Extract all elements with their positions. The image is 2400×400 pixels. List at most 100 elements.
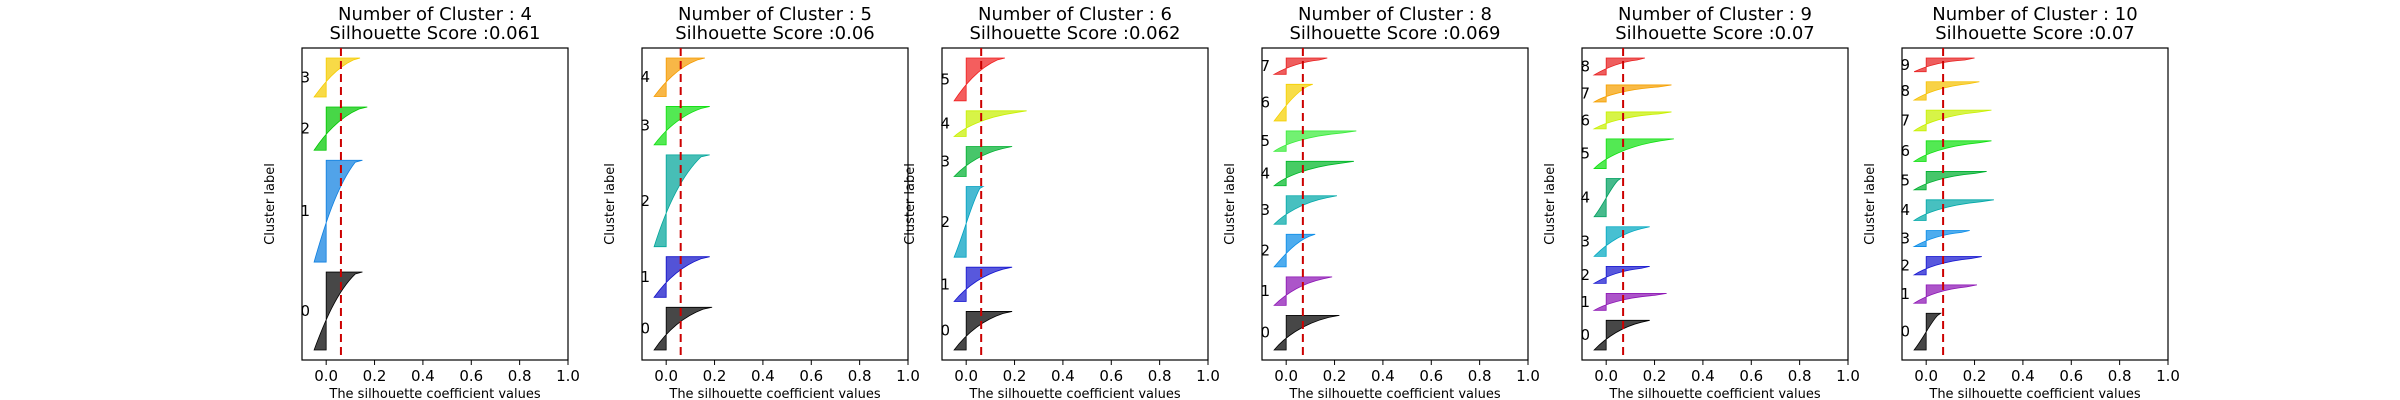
x-tick-label: 0.8 (1788, 367, 1812, 385)
cluster-label: 3 (1901, 230, 1911, 248)
axes-frame (1581, 47, 1849, 361)
cluster-label: 3 (641, 117, 651, 135)
axes-frame (1261, 47, 1529, 361)
cluster-label: 0 (301, 302, 311, 320)
cluster-label: 7 (1901, 111, 1911, 129)
silhouette-band (1592, 266, 1650, 284)
silhouette-band (653, 106, 710, 146)
x-tick-label: 0.8 (508, 367, 532, 385)
y-axis-label: Cluster label (903, 163, 918, 245)
x-tick-label: 0.2 (1963, 367, 1987, 385)
cluster-label: 3 (301, 68, 311, 86)
silhouette-band (1592, 111, 1672, 130)
silhouette-band (953, 57, 1005, 102)
chart-title-line1: Number of Cluster : 6 (978, 4, 1172, 25)
x-tick-label: 0.2 (703, 367, 727, 385)
chart-title-line1: Number of Cluster : 8 (1298, 4, 1492, 25)
x-tick-label: 0.4 (2011, 367, 2035, 385)
cluster-label: 0 (641, 320, 651, 338)
cluster-label: 1 (301, 202, 311, 220)
silhouette-band (1273, 314, 1340, 351)
cluster-label: 4 (1261, 165, 1271, 183)
cluster-label: 6 (1261, 94, 1271, 112)
cluster-label: 1 (1581, 293, 1591, 311)
silhouette-band (1592, 84, 1672, 103)
cluster-label: 8 (1581, 57, 1591, 75)
chart-title-line1: Number of Cluster : 10 (1932, 4, 2137, 25)
y-axis-label: Cluster label (263, 163, 278, 245)
cluster-label: 4 (641, 68, 651, 86)
x-tick-label: 0.4 (1691, 367, 1715, 385)
silhouette-band (1912, 199, 1994, 221)
x-axis-label: The silhouette coefficient values (968, 387, 1180, 400)
silhouette-band (953, 266, 1013, 302)
x-tick-label: 1.0 (556, 367, 580, 385)
silhouette-band (313, 271, 363, 351)
cluster-label: 4 (1901, 201, 1911, 219)
silhouette-band (1272, 160, 1354, 187)
silhouette-band (1593, 138, 1674, 169)
silhouette-band (1272, 57, 1328, 75)
silhouette-band (313, 106, 368, 151)
y-axis-label: Cluster label (603, 163, 618, 245)
silhouette-band (1272, 130, 1357, 152)
axes-frame (941, 47, 1209, 361)
x-tick-label: 0.4 (1371, 367, 1395, 385)
silhouette-band (1912, 109, 1992, 132)
cluster-label: 5 (941, 70, 951, 88)
x-axis-label: The silhouette coefficient values (668, 387, 880, 400)
cluster-label: 0 (1581, 326, 1591, 344)
cluster-label: 6 (1581, 111, 1591, 129)
silhouette-band (1912, 230, 1970, 247)
silhouette-band (1912, 81, 1980, 101)
cluster-label: 0 (1901, 323, 1911, 341)
x-tick-label: 1.0 (1196, 367, 1220, 385)
cluster-label: 2 (1261, 242, 1271, 260)
chart-title-line1: Number of Cluster : 5 (678, 4, 872, 25)
x-tick-label: 0.6 (1419, 367, 1443, 385)
cluster-label: 2 (941, 213, 951, 231)
x-tick-label: 0.2 (1643, 367, 1667, 385)
cluster-label: 2 (301, 120, 311, 138)
x-tick-label: 0.6 (1739, 367, 1763, 385)
x-tick-label: 0.6 (459, 367, 483, 385)
silhouette-band (1273, 276, 1333, 306)
x-tick-label: 0.6 (799, 367, 823, 385)
cluster-label: 2 (641, 192, 651, 210)
chart-title-line1: Number of Cluster : 4 (338, 4, 532, 25)
chart-title-line2: Silhouette Score :0.07 (1935, 23, 2135, 44)
cluster-label: 3 (1261, 201, 1271, 219)
cluster-label: 6 (1901, 142, 1911, 160)
cluster-label: 9 (1901, 56, 1911, 74)
silhouette-band (653, 154, 710, 248)
x-tick-label: 0.4 (751, 367, 775, 385)
cluster-label: 2 (1901, 257, 1911, 275)
cluster-label: 4 (1581, 189, 1591, 207)
silhouette-band (1273, 83, 1313, 122)
cluster-label: 1 (1901, 285, 1911, 303)
x-tick-label: 0.6 (1099, 367, 1123, 385)
cluster-label: 3 (941, 153, 951, 171)
x-tick-label: 1.0 (1836, 367, 1860, 385)
cluster-label: 3 (1581, 233, 1591, 251)
y-axis-label: Cluster label (1863, 163, 1878, 245)
chart-title-line2: Silhouette Score :0.07 (1615, 23, 1815, 44)
silhouette-band (953, 110, 1027, 137)
x-tick-label: 0.2 (363, 367, 387, 385)
cluster-label: 5 (1901, 172, 1911, 190)
silhouette-band (653, 57, 705, 97)
cluster-label: 8 (1901, 82, 1911, 100)
x-tick-label: 0.0 (314, 367, 338, 385)
silhouette-band (1912, 256, 1982, 276)
cluster-label: 1 (1261, 282, 1271, 300)
x-tick-label: 0.0 (954, 367, 978, 385)
cluster-label: 5 (1581, 145, 1591, 163)
x-tick-label: 0.6 (2059, 367, 2083, 385)
chart-title-line2: Silhouette Score :0.06 (675, 23, 875, 44)
silhouette-band (1593, 178, 1622, 218)
